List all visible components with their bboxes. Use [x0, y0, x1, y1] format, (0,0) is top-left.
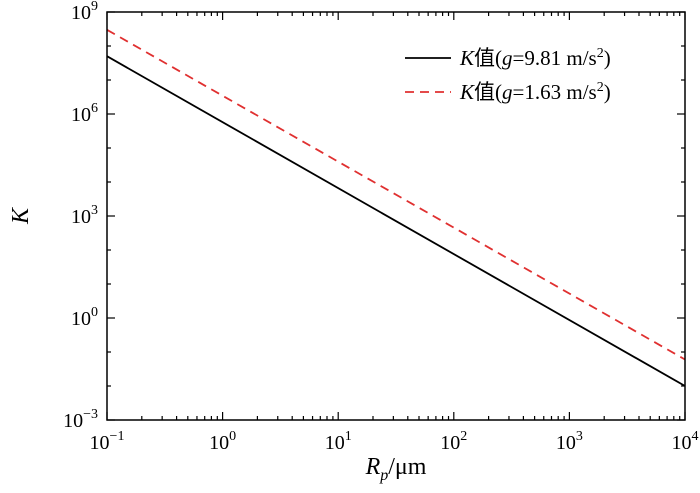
y-axis-title: K	[8, 206, 34, 225]
x-axis-title: Rp/μm	[365, 454, 427, 484]
y-tick-label: 106	[71, 101, 98, 126]
x-axis-title-main: R	[365, 454, 381, 480]
x-axis-title-sub: p	[379, 467, 388, 484]
series-line-2	[106, 29, 686, 361]
y-tick-label: 103	[71, 203, 98, 228]
x-tick-label: 101	[325, 429, 352, 454]
x-tick-label: 102	[440, 429, 467, 454]
data-series	[106, 29, 686, 387]
x-tick-label: 103	[556, 429, 583, 454]
y-tick-label: 100	[71, 305, 98, 330]
x-tick-label: 104	[672, 429, 699, 454]
legend: K值(g=9.81 m/s2) K值(g=1.63 m/s2)	[405, 46, 611, 104]
x-tick-labels: 10−1 100 101 102 103 104	[90, 429, 699, 454]
legend-label-2: K值(g=1.63 m/s2)	[459, 80, 611, 104]
plot-frame	[106, 11, 686, 421]
x-tick-label: 10−1	[90, 429, 125, 454]
y-tick-label: 109	[71, 0, 98, 24]
x-tick-label: 100	[209, 429, 236, 454]
y-tick-labels: 10−3 100 103 106 109	[63, 0, 98, 432]
tick-marks	[106, 11, 686, 421]
x-axis-title-unit: /μm	[388, 454, 427, 480]
series-line-1	[106, 55, 686, 387]
y-tick-label: 10−3	[63, 407, 98, 432]
legend-label-1: K值(g=9.81 m/s2)	[459, 46, 611, 70]
